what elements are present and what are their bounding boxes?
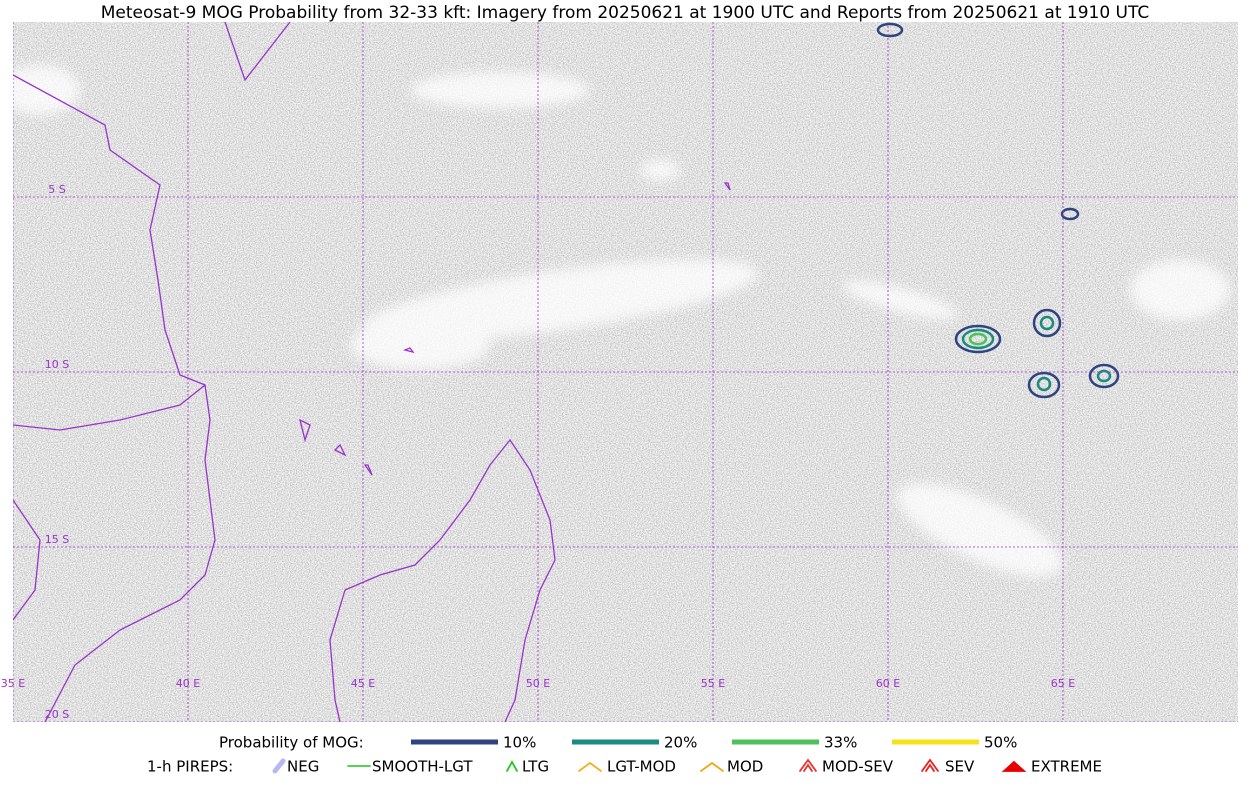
lat-label: 20 S [45, 708, 69, 721]
legend-icon [506, 760, 518, 772]
legend-title: 1-h PIREPS: [147, 758, 233, 776]
lat-label: 15 S [45, 533, 69, 546]
lat-label: 5 S [48, 183, 65, 196]
legend-icon [578, 761, 602, 772]
legend-label: NEG [287, 758, 319, 776]
legend-label: 50% [984, 734, 1017, 752]
legend-icon [921, 758, 939, 772]
legend-icon [799, 758, 817, 772]
graticule-labels: 35 E 40 E 45 E 50 E 55 E 60 E 65 E 5 S 10 S 15 S 2… [1, 183, 1075, 721]
legend-title: Probability of MOG: [219, 734, 364, 752]
legend-label: 20% [664, 734, 697, 752]
legend-label: MOD-SEV [822, 758, 894, 776]
legend-label: MOD [727, 758, 763, 776]
legend-label: SEV [945, 758, 975, 776]
lon-label: 45 E [351, 677, 375, 690]
graticule [13, 22, 1238, 722]
legend-label: LGT-MOD [607, 758, 676, 776]
legend-label: SMOOTH-LGT [372, 758, 473, 776]
legend-icon [700, 761, 724, 772]
lat-label: 10 S [45, 358, 69, 371]
lon-label: 60 E [876, 677, 900, 690]
legend-label: LTG [522, 758, 549, 776]
title: Meteosat-9 MOG Probability from 32-33 kf… [101, 3, 1150, 23]
lon-label: 50 E [526, 677, 550, 690]
legend-label: 10% [503, 734, 536, 752]
lon-label: 65 E [1051, 677, 1075, 690]
map [13, 22, 1238, 722]
legend-icon [272, 758, 286, 774]
coastlines [13, 22, 731, 722]
lon-label: 40 E [176, 677, 200, 690]
legend-label: 33% [824, 734, 857, 752]
legend: Probability of MOG: 10% 20% 33% 50% 1-h PIREP… [147, 734, 1102, 776]
legend-icon [1001, 760, 1027, 772]
lon-label: 55 E [701, 677, 725, 690]
legend-label: EXTREME [1031, 758, 1102, 776]
probability-contours [876, 22, 1120, 399]
lon-label: 35 E [1, 677, 25, 690]
